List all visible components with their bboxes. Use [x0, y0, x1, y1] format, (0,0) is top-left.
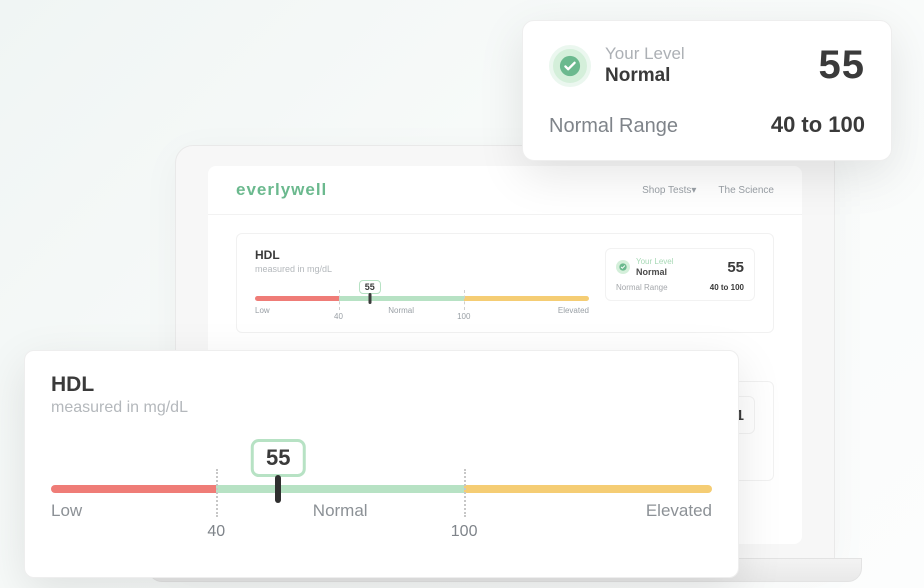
level-value: 55 [819, 43, 866, 88]
level-heading: Your Level [605, 43, 685, 64]
biomarker-panel: HDL measured in mg/dL 40 100 Low Normal Elevat… [236, 233, 774, 333]
biomarker-detail-card: HDL measured in mg/dL 40 100 Low Normal Elev… [24, 350, 739, 578]
summary-status: Normal [636, 267, 674, 278]
region-label: Normal [313, 501, 368, 521]
region-label: Elevated [558, 306, 589, 315]
range-value: 40 to 100 [771, 112, 865, 138]
biomarker-title: HDL [51, 373, 712, 397]
summary-heading: Your Level [636, 257, 674, 267]
summary-range-value: 40 to 100 [710, 283, 744, 292]
tick-label: 40 [334, 312, 343, 321]
biomarker-scale: 40 100 Low Normal Elevated 55 [51, 439, 712, 549]
value-knob [368, 293, 371, 304]
region-label: Low [51, 501, 82, 521]
panel-title: HDL [255, 248, 589, 262]
value-badge: 55 [359, 280, 381, 294]
region-label: Normal [388, 306, 414, 315]
level-summary-card: Your Level Normal 55 Normal Range 40 to … [522, 20, 892, 161]
biomarker-unit: measured in mg/dL [51, 399, 712, 417]
panel-summary: Your LevelNormal 55 Normal Range 40 to 100 [605, 248, 755, 301]
region-label: Elevated [646, 501, 712, 521]
panel-unit: measured in mg/dL [255, 264, 589, 274]
brand-logo[interactable]: everlywell [236, 180, 327, 200]
top-bar: everlywell Shop Tests▾ The Science [208, 166, 802, 215]
nav-shop-tests[interactable]: Shop Tests▾ [642, 185, 696, 196]
value-knob [275, 475, 281, 503]
panel-scale: 40 100 Low Normal Elevated 55 [255, 282, 589, 322]
summary-range-label: Normal Range [616, 283, 668, 292]
region-label: Low [255, 306, 270, 315]
level-status: Normal [605, 64, 685, 88]
nav-the-science[interactable]: The Science [718, 185, 774, 196]
tick-label: 100 [457, 312, 470, 321]
range-label: Normal Range [549, 115, 678, 138]
tick-label: 100 [451, 523, 478, 541]
checkmark-icon [616, 260, 630, 274]
top-nav: Shop Tests▾ The Science [642, 185, 774, 196]
summary-value: 55 [727, 259, 744, 276]
value-badge: 55 [251, 439, 305, 477]
tick-label: 40 [207, 523, 225, 541]
checkmark-icon [549, 45, 591, 87]
